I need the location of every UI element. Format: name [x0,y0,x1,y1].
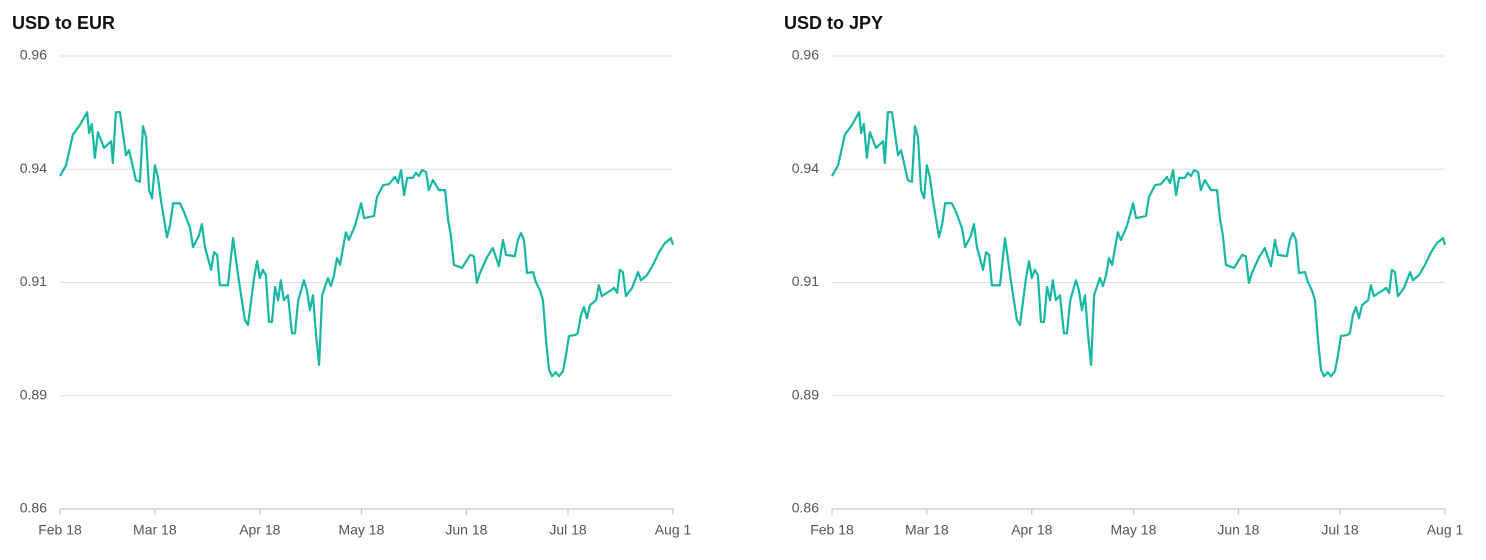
x-tick-label: May 18 [1110,522,1156,538]
x-tick-label: Mar 18 [133,522,177,538]
y-tick-label: 0.94 [792,160,819,176]
y-tick-label: 0.94 [20,160,47,176]
x-tick-label: Jun 18 [445,522,487,538]
y-tick-label: 0.96 [20,47,47,63]
y-tick-label: 0.86 [20,500,47,516]
chart-title: USD to EUR [12,13,115,33]
x-tick-label: Aug 1 [1427,522,1464,538]
x-tick-label: Apr 18 [239,522,280,538]
y-tick-label: 0.91 [20,273,47,289]
series-line [59,111,675,378]
x-tick-label: Jun 18 [1217,522,1259,538]
chart: USD to JPY 0.86 0.89 0.91 0.94 0.96 Feb 18 Mar … [784,13,1464,538]
chart: USD to EUR 0.86 0.89 0.91 0.94 0.96 Feb 18 Mar … [12,13,692,538]
y-tick-label: 0.89 [20,386,47,402]
y-tick-label: 0.86 [792,500,819,516]
x-tick-label: Aug 1 [655,522,692,538]
x-tick-label: Feb 18 [810,522,854,538]
y-tick-label: 0.91 [792,273,819,289]
chart-title: USD to JPY [784,13,883,33]
series-line [831,111,1447,378]
x-tick-label: Apr 18 [1011,522,1052,538]
x-tick-label: Feb 18 [38,522,82,538]
y-tick-label: 0.96 [792,47,819,63]
x-tick-label: Mar 18 [905,522,949,538]
x-tick-label: Jul 18 [549,522,587,538]
y-tick-label: 0.89 [792,386,819,402]
x-tick-label: May 18 [338,522,384,538]
x-tick-label: Jul 18 [1321,522,1359,538]
